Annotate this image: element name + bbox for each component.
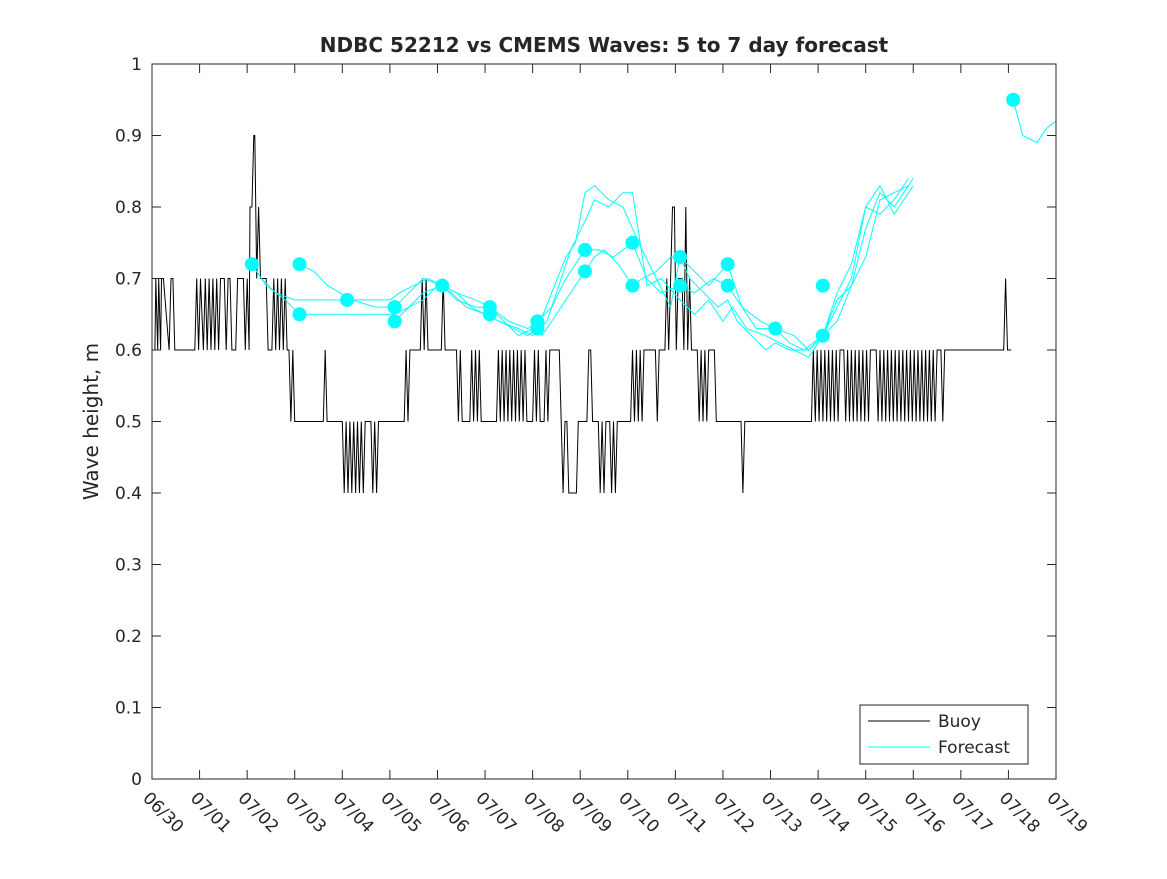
legend-forecast-label: Forecast — [938, 738, 1010, 758]
y-tick-label: 0.9 — [115, 127, 142, 147]
legend-box — [859, 704, 1029, 765]
forecast-marker-point — [292, 307, 307, 322]
forecast-marker-point — [720, 278, 735, 293]
chart-title: NDBC 52212 vs CMEMS Waves: 5 to 7 day fo… — [320, 33, 889, 57]
forecast-marker-point — [482, 307, 497, 322]
y-axis-label: Wave height, m — [79, 343, 103, 500]
forecast-series-line-5 — [1012, 99, 1057, 144]
buoy-series-line — [152, 135, 1012, 494]
forecast-marker-point — [768, 321, 783, 336]
y-tick-label: 1 — [131, 55, 142, 75]
forecast-marker-point — [387, 300, 402, 315]
y-tick-label: 0.8 — [115, 198, 142, 218]
forecast-marker-point — [720, 257, 735, 272]
forecast-marker-point — [387, 314, 402, 329]
forecast-marker-point — [244, 257, 259, 272]
y-tick-label: 0 — [131, 770, 142, 790]
y-tick-label: 0.2 — [115, 627, 142, 647]
forecast-marker-point — [292, 257, 307, 272]
forecast-marker-point — [530, 321, 545, 336]
y-tick-label: 0.3 — [115, 556, 142, 576]
forecast-marker-point — [815, 278, 830, 293]
forecast-marker-point — [673, 278, 688, 293]
forecast-series-line-3 — [299, 185, 909, 351]
forecast-marker-point — [577, 264, 592, 279]
forecast-marker-point — [577, 242, 592, 257]
legend-buoy-label: Buoy — [938, 712, 981, 732]
forecast-marker-point — [815, 328, 830, 343]
y-tick-label: 0.6 — [115, 341, 142, 361]
forecast-marker-point — [1006, 92, 1021, 107]
forecast-marker-point — [625, 278, 640, 293]
y-tick-label: 0.1 — [115, 699, 142, 719]
forecast-marker-point — [673, 250, 688, 265]
y-tick-label: 0.5 — [115, 413, 142, 433]
forecast-marker-point — [435, 278, 450, 293]
legend: Buoy Forecast — [859, 704, 1029, 765]
y-tick-label: 0.7 — [115, 270, 142, 290]
y-tick-label: 0.4 — [115, 484, 142, 504]
forecast-marker-point — [625, 235, 640, 250]
series-layer — [152, 92, 1057, 494]
forecast-marker-point — [340, 292, 355, 307]
